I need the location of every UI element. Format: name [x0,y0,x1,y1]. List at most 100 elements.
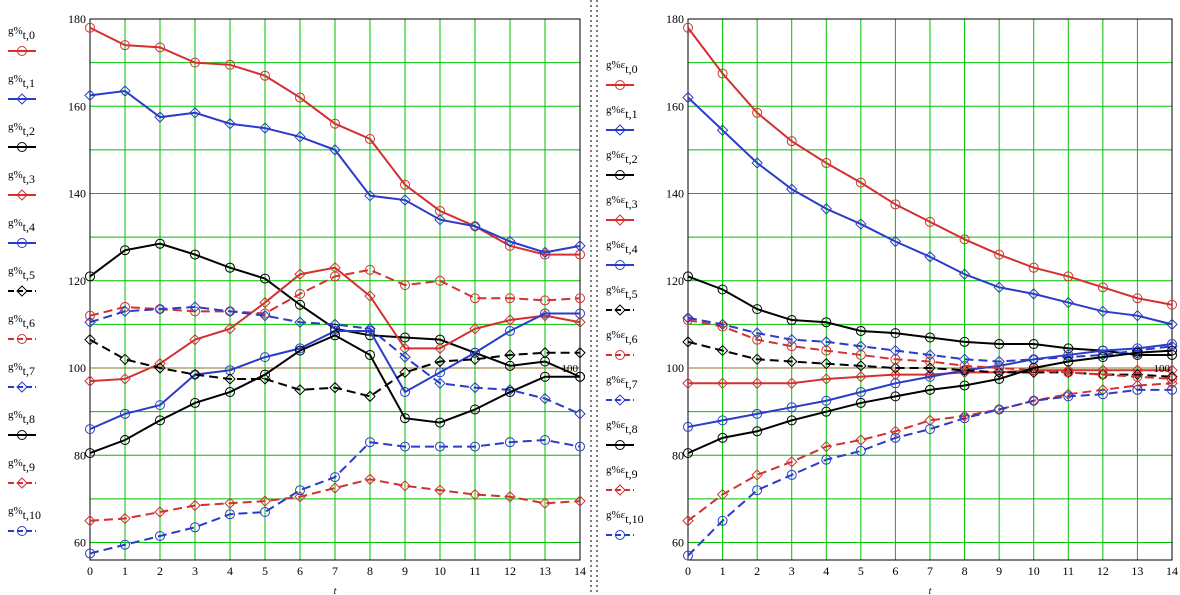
data-point [889,368,902,381]
legend-item: g%t,2 [8,121,36,152]
legend-label: g%t,8 [8,409,35,426]
data-point [400,413,410,424]
data-point [855,340,867,352]
x-tick-label: 6 [892,564,898,578]
data-point [682,515,694,527]
data-point [925,371,935,382]
x-tick-label: 12 [504,564,516,578]
data-point [959,336,970,347]
data-point [539,392,551,405]
legend-swatch-marker [16,285,28,297]
data-point [225,59,235,70]
data-point [470,347,480,358]
data-point [400,332,410,343]
data-point [924,368,936,381]
data-point [120,539,130,550]
data-point [958,268,971,280]
grid [89,18,581,560]
series-line [89,266,581,383]
x-tick-label: 5 [858,564,864,578]
data-point [189,368,201,381]
x-tick-label: 4 [227,564,233,578]
data-point [889,344,902,357]
data-point [855,371,867,383]
legend-item: g%t,1 [8,73,36,105]
data-point [575,308,585,319]
series-line [688,369,1172,385]
data-point [683,421,693,432]
series-line [89,268,581,317]
data-point [855,397,866,408]
data-point [224,373,236,385]
data-point [330,323,340,334]
legend-label: g%εt,0 [606,59,638,76]
data-point [1028,339,1039,350]
data-point [260,70,270,81]
x-tick-label: 14 [574,564,586,578]
data-point [786,415,797,426]
data-point [294,491,306,503]
data-point [820,440,832,453]
data-point [85,548,95,559]
data-point [365,133,375,144]
data-point [1062,296,1074,309]
data-point [295,299,305,310]
legend-swatch-marker [16,477,28,489]
data-point [682,377,694,390]
data-point [85,448,95,459]
x-tick-label: 9 [996,564,1002,578]
x-tick-label: 8 [367,564,373,578]
data-point [855,349,866,360]
data-point [994,404,1005,415]
data-point [924,251,936,263]
data-point [1062,364,1074,376]
legend-item: g%εt,7 [606,374,638,406]
data-point [224,497,236,509]
data-point [889,235,902,248]
legend-swatch-marker [615,170,625,180]
data-point [1132,293,1143,304]
data-point [224,118,236,130]
data-point [539,246,551,259]
data-point [752,304,763,315]
data-point [400,179,410,190]
x-tick-label: 8 [962,564,968,578]
data-point [924,349,936,361]
data-point [119,353,131,366]
data-point [786,136,797,147]
data-point [154,303,166,315]
data-point [855,360,867,372]
data-point [260,369,270,380]
legend-item: g%t,7 [8,361,36,393]
legend-label: g%t,9 [8,457,35,474]
data-point [855,177,866,188]
data-point [752,485,763,496]
data-point [994,373,1005,384]
data-point [190,57,200,68]
data-point [1097,282,1108,293]
data-point [434,355,446,368]
series-9 [84,473,586,527]
data-point [889,362,902,374]
data-point [1063,391,1074,402]
data-point [435,275,445,286]
legend-item: g%t,4 [8,217,36,248]
data-point [434,484,446,496]
data-point [155,400,165,411]
data-point [1132,347,1143,358]
data-point [189,107,201,119]
y-tick-label: 60 [74,536,86,550]
data-point [295,288,305,299]
data-point [1097,389,1108,400]
x-tick-label: 1 [720,564,726,578]
data-point [924,362,936,374]
data-point [84,89,96,102]
data-point [154,362,166,374]
data-point [225,509,235,520]
data-point [399,366,411,379]
data-point [189,333,201,346]
data-point [329,381,341,394]
legend-label: g%εt,1 [606,104,638,121]
data-point [925,356,935,367]
